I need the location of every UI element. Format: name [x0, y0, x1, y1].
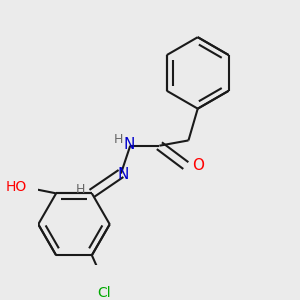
Text: O: O	[192, 158, 204, 173]
Text: N: N	[118, 167, 129, 182]
Text: H: H	[114, 133, 123, 146]
Text: HO: HO	[6, 180, 27, 194]
Text: N: N	[123, 137, 135, 152]
Text: Cl: Cl	[97, 286, 111, 300]
Text: H: H	[75, 183, 85, 196]
